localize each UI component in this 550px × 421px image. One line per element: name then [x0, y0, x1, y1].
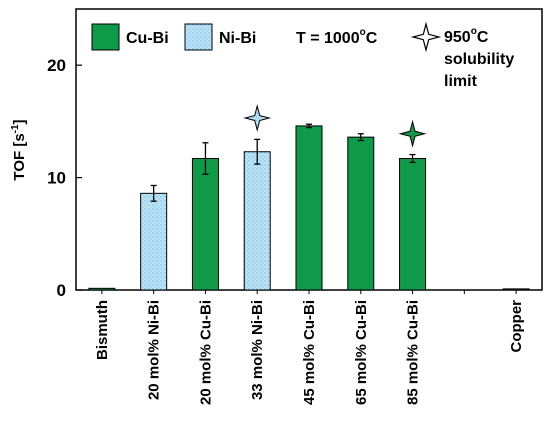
- category-label-5: 65 mol% Cu-Bi: [353, 300, 370, 405]
- category-label-1: 20 mol% Ni-Bi: [146, 300, 163, 400]
- bar-5: [347, 136, 375, 291]
- bar-0: [88, 287, 116, 291]
- star-marker-1: [398, 119, 427, 148]
- legend-swatch-cu-bi: [91, 23, 120, 51]
- star-legend-line1-sup: o: [471, 26, 477, 37]
- y-tick-label-0: 0: [57, 281, 66, 300]
- category-label-8: Copper: [508, 300, 525, 353]
- category-label-6: 85 mol% Cu-Bi: [405, 300, 422, 405]
- error-bar-1: [150, 184, 157, 202]
- bar-1: [140, 192, 168, 291]
- legend-label-ni-bi: Ni-Bi: [219, 30, 256, 47]
- star-marker-0: [243, 104, 272, 133]
- bar-2: [191, 157, 219, 291]
- error-bar-4: [306, 123, 312, 129]
- error-bar-6: [409, 153, 416, 164]
- y-tick-label-10: 10: [47, 169, 66, 188]
- y-axis-label-sup: -1: [10, 124, 21, 133]
- star-legend-icon: [410, 21, 442, 53]
- error-bar-3: [254, 138, 261, 165]
- temperature-label-suffix: C: [366, 30, 378, 47]
- star-marker-group: [243, 104, 427, 148]
- temperature-label: T = 1000oC: [296, 27, 378, 47]
- legend-swatch-ni-bi: [184, 23, 213, 51]
- error-bar-group: [150, 123, 416, 202]
- star-legend-line1-prefix: 950: [444, 29, 471, 46]
- y-axis-label-main: TOF [s: [11, 133, 28, 180]
- error-bar-2: [202, 142, 209, 175]
- bar-3: [243, 151, 271, 291]
- category-label-2: 20 mol% Cu-Bi: [197, 300, 214, 405]
- category-label-0: Bismuth: [94, 300, 111, 360]
- legend-label-cu-bi: Cu-Bi: [126, 30, 169, 47]
- temperature-label-sup: o: [360, 27, 366, 38]
- category-label-4: 45 mol% Cu-Bi: [301, 300, 318, 405]
- temperature-label-prefix: T = 1000: [296, 30, 360, 47]
- bar-4: [295, 125, 323, 291]
- bar-7: [502, 288, 530, 291]
- star-legend-line3: limit: [444, 73, 478, 90]
- star-legend-line2: solubility: [444, 51, 514, 68]
- star-legend-line1-suffix: C: [477, 29, 489, 46]
- error-bar-5: [357, 133, 364, 142]
- bar-group: [88, 125, 530, 291]
- y-tick-label-20: 20: [47, 56, 66, 75]
- category-label-3: 33 mol% Ni-Bi: [249, 300, 266, 400]
- y-axis-label: TOF [s-1]: [10, 119, 28, 180]
- legend: Cu-Bi Ni-Bi T = 1000oC 950oC solubility …: [91, 21, 514, 90]
- y-axis-label-end: ]: [11, 119, 28, 124]
- bar-6: [399, 157, 427, 291]
- star-legend-line1: 950oC: [444, 26, 489, 46]
- y-axis-ticks: 0 10 20: [47, 56, 82, 300]
- category-label-group: Bismuth 20 mol% Ni-Bi 20 mol% Cu-Bi 33 mol%…: [94, 290, 525, 405]
